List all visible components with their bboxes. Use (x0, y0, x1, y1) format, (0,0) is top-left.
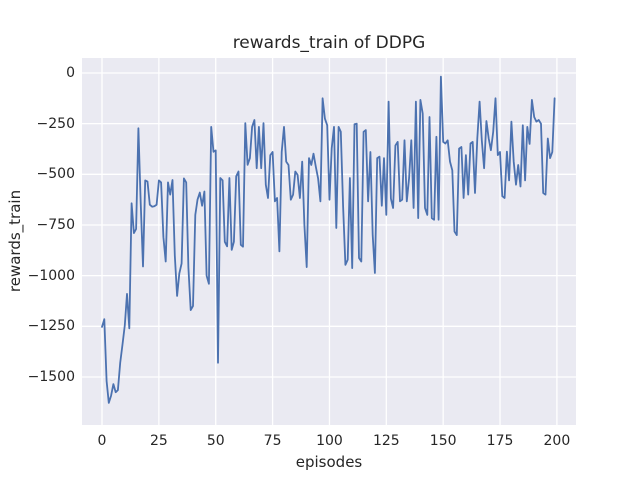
x-axis-label: episodes (295, 453, 363, 471)
x-tick-label: 0 (97, 433, 107, 449)
chart-title: rewards_train of DDPG (232, 33, 426, 53)
y-tick-label: −1500 (27, 368, 75, 385)
y-tick-label: 0 (66, 64, 75, 81)
y-tick-label: −250 (36, 115, 75, 132)
x-tick-label: 25 (149, 433, 168, 449)
y-axis-label: rewards_train (6, 189, 24, 293)
line-plot-svg (82, 58, 576, 425)
x-tick-label: 125 (372, 433, 400, 449)
y-tick-label: −1250 (27, 318, 75, 335)
x-tick-label: 75 (263, 433, 282, 449)
x-tick-label: 100 (316, 433, 343, 449)
y-tick-label: −750 (36, 216, 75, 233)
y-tick-label: −500 (36, 166, 75, 183)
x-tick-label: 175 (486, 433, 514, 449)
x-tick-label: 50 (206, 433, 225, 449)
plot-area (82, 58, 576, 425)
series-line (101, 75, 556, 404)
x-tick-label: 150 (429, 433, 457, 449)
y-tick-label: −1000 (27, 267, 75, 284)
x-tick-label: 200 (543, 433, 571, 449)
